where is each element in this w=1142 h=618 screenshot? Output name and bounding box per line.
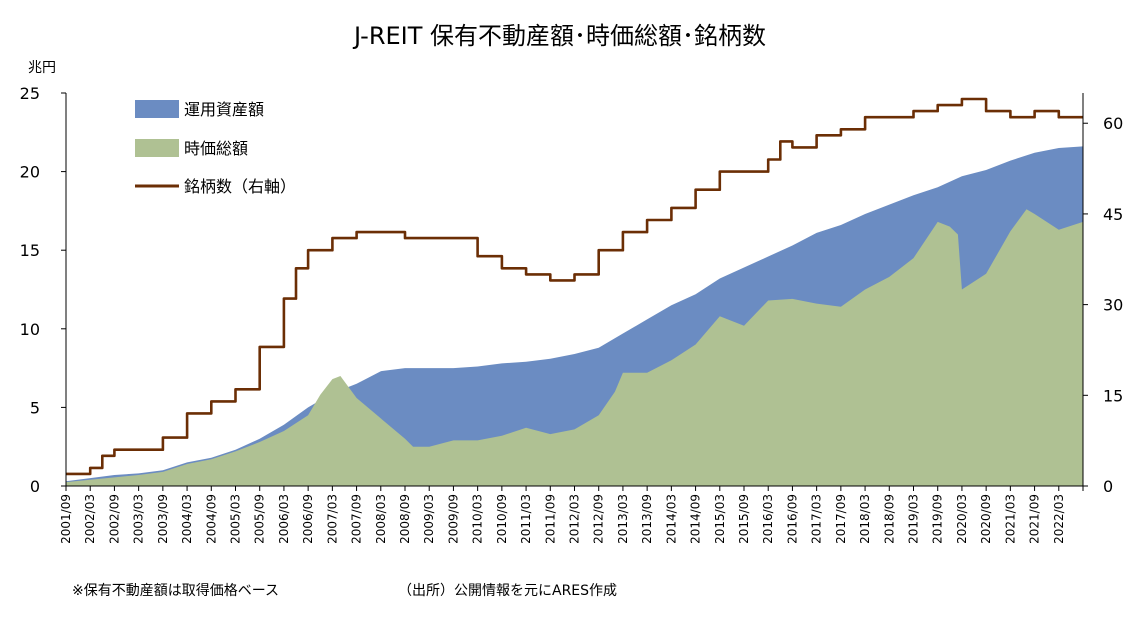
source-note: （出所）公開情報を元にARES作成 [398, 583, 617, 599]
y-tick-label: 25 [20, 84, 40, 103]
legend-label: 銘柄数（右軸） [184, 177, 296, 196]
x-tick-label: 2019/09 [931, 494, 945, 544]
x-tick-label: 2003/03 [132, 494, 146, 544]
y2-tick-label: 60 [1103, 114, 1123, 133]
x-tick-label: 2005/09 [253, 494, 267, 544]
x-tick-label: 2002/03 [83, 494, 97, 544]
legend-label: 運用資産額 [184, 100, 264, 119]
x-tick-label: 2011/03 [519, 494, 533, 544]
x-tick-label: 2014/09 [689, 494, 703, 544]
x-tick-label: 2013/03 [616, 494, 630, 544]
series-area-market-cap [66, 209, 1083, 487]
x-tick-label: 2013/09 [640, 494, 654, 544]
x-tick-label: 2015/03 [713, 494, 727, 544]
x-tick-label: 2009/03 [422, 494, 436, 544]
x-tick-label: 2018/09 [882, 494, 896, 544]
x-tick-label: 2012/09 [592, 494, 606, 544]
y-tick-label: 5 [30, 398, 40, 417]
x-tick-label: 2015/09 [737, 494, 751, 544]
x-tick-label: 2007/03 [325, 494, 339, 544]
y-tick-label: 20 [20, 163, 40, 182]
y2-tick-label: 45 [1103, 205, 1123, 224]
x-tick-label: 2018/03 [858, 494, 872, 544]
series-line-count [66, 97, 1083, 476]
x-tick-label: 2002/09 [107, 494, 121, 544]
x-tick-label: 2007/09 [350, 494, 364, 544]
legend-swatch [135, 139, 179, 157]
chart-title: J-REIT 保有不動産額･時価総額･銘柄数 [352, 22, 766, 50]
x-tick-label: 2003/09 [156, 494, 170, 544]
x-tick-label: 2017/09 [834, 494, 848, 544]
y-tick-label: 15 [20, 241, 40, 260]
x-tick-label: 2010/09 [495, 494, 509, 544]
x-tick-label: 2010/03 [471, 494, 485, 544]
x-tick-label: 2004/03 [180, 494, 194, 544]
x-tick-label: 2016/09 [785, 494, 799, 544]
legend-label: 時価総額 [184, 139, 248, 158]
x-tick-label: 2005/03 [229, 494, 243, 544]
x-tick-label: 2020/03 [955, 494, 969, 544]
x-tick-label: 2019/03 [907, 494, 921, 544]
x-tick-label: 2012/03 [568, 494, 582, 544]
x-tick-label: 2021/09 [1028, 494, 1042, 544]
x-tick-label: 2008/09 [398, 494, 412, 544]
x-tick-label: 2021/03 [1003, 494, 1017, 544]
y2-tick-label: 0 [1103, 477, 1113, 496]
y2-tick-label: 15 [1103, 386, 1123, 405]
x-tick-label: 2014/03 [664, 494, 678, 544]
x-tick-label: 2016/03 [761, 494, 775, 544]
x-tick-label: 2020/09 [979, 494, 993, 544]
legend-swatch [135, 100, 179, 118]
y-tick-label: 0 [30, 477, 40, 496]
x-tick-label: 2009/09 [446, 494, 460, 544]
y2-tick-label: 30 [1103, 296, 1123, 315]
x-tick-label: 2008/03 [374, 494, 388, 544]
footnote: ※保有不動産額は取得価格ベース [72, 582, 279, 599]
y-axis-unit: 兆円 [28, 60, 56, 76]
x-tick-label: 2022/03 [1052, 494, 1066, 544]
x-tick-label: 2006/03 [277, 494, 291, 544]
y-tick-label: 10 [20, 320, 40, 339]
x-tick-label: 2006/09 [301, 494, 315, 544]
x-tick-label: 2004/09 [204, 494, 218, 544]
x-tick-label: 2011/09 [543, 494, 557, 544]
x-tick-label: 2017/03 [810, 494, 824, 544]
x-tick-label: 2001/09 [59, 494, 73, 544]
